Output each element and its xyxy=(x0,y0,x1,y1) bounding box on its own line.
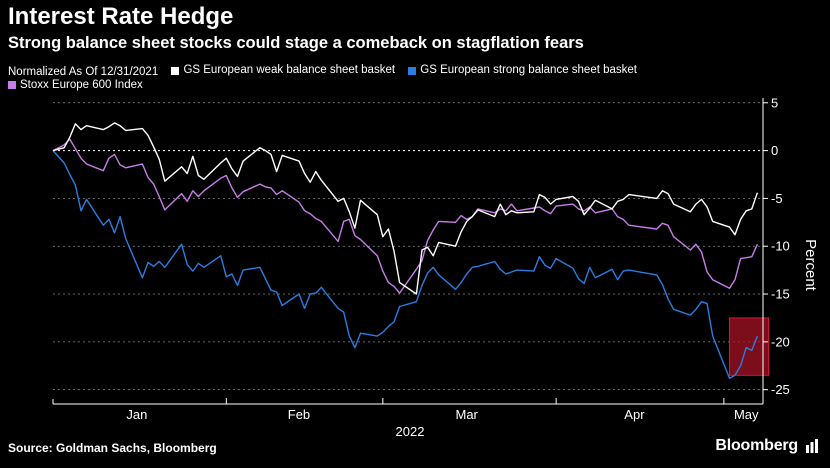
brand-logo-text: Bloomberg xyxy=(715,437,798,454)
legend-item-weak: GS European weak balance sheet basket xyxy=(171,64,395,77)
series-layer xyxy=(52,122,759,379)
chart-subtitle: Strong balance sheet stocks could stage … xyxy=(8,34,584,52)
legend-label-strong: GS European strong balance sheet basket xyxy=(420,64,637,76)
legend-swatch-weak xyxy=(171,66,180,75)
y-tick-label: -25 xyxy=(771,382,790,397)
series-line-weak xyxy=(52,122,759,295)
source-note: Source: Goldman Sachs, Bloomberg xyxy=(8,441,217,455)
legend-note: Normalized As Of 12/31/2021 xyxy=(8,65,159,78)
x-tick-label: Feb xyxy=(288,407,310,422)
highlight-layer xyxy=(728,317,770,376)
x-tick-label: Jan xyxy=(126,407,147,422)
x-tick-label: Mar xyxy=(456,407,479,422)
legend: Normalized As Of 12/31/2021 GS European … xyxy=(8,64,728,93)
grid-layer xyxy=(53,102,763,391)
legend-swatch-stoxx xyxy=(8,81,16,89)
bloomberg-terminal-icon xyxy=(806,439,818,453)
legend-item-stoxx: Stoxx Europe 600 Index xyxy=(8,79,143,92)
y-tick-label: 0 xyxy=(771,143,778,158)
legend-label-stoxx: Stoxx Europe 600 Index xyxy=(20,78,143,91)
y-tick-label: 5 xyxy=(771,95,778,110)
x-tick-label: Apr xyxy=(624,407,645,422)
axis-layer xyxy=(52,98,768,405)
y-tick-label: -20 xyxy=(771,334,790,349)
legend-label-weak: GS European weak balance sheet basket xyxy=(183,64,396,76)
y-tick-label: -10 xyxy=(771,239,790,254)
highlight-box xyxy=(728,317,770,376)
series-line-strong xyxy=(52,150,759,379)
legend-swatch-strong xyxy=(408,66,417,75)
legend-item-strong: GS European strong balance sheet basket xyxy=(408,64,637,77)
x-tick-label: May xyxy=(734,407,759,422)
x-axis-label: 2022 xyxy=(396,424,425,439)
series-line-stoxx xyxy=(52,138,759,294)
y-tick-label: -15 xyxy=(771,287,790,302)
label-layer: 5 0 -5 -10 -15 -20 -25 Jan Feb Mar Apr May 2022 Perce… xyxy=(126,95,819,439)
y-tick-label: -5 xyxy=(771,191,783,206)
y-axis-label: Percent xyxy=(802,239,819,292)
chart-title: Interest Rate Hedge xyxy=(8,3,234,30)
